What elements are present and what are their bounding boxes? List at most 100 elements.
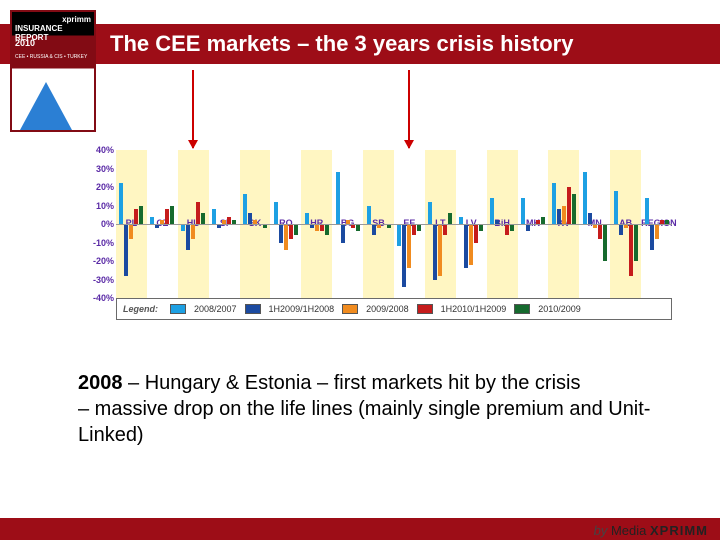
bar — [372, 224, 376, 235]
legend-swatch — [514, 304, 530, 314]
legend-swatch — [245, 304, 261, 314]
bar — [541, 217, 545, 224]
bar — [521, 198, 525, 224]
footer-by: by — [594, 523, 608, 538]
bar — [320, 224, 324, 231]
bar — [134, 209, 138, 224]
bar — [170, 206, 174, 225]
bar — [645, 198, 649, 224]
legend-item-label: 1H2009/1H2008 — [269, 304, 335, 314]
legend-item-label: 2010/2009 — [538, 304, 581, 314]
bar — [583, 172, 587, 224]
bar — [315, 224, 319, 231]
bar — [490, 198, 494, 224]
bar — [598, 224, 602, 239]
thumb-arrow-icon — [20, 82, 72, 130]
bar — [274, 202, 278, 224]
bar — [325, 224, 329, 235]
y-tick-label: -20% — [90, 256, 114, 266]
bar — [505, 224, 509, 235]
y-tick-label: 0% — [90, 219, 114, 229]
bar — [129, 224, 133, 239]
bar — [186, 224, 190, 250]
bar — [572, 194, 576, 224]
legend-swatch — [417, 304, 433, 314]
legend-item-label: 2009/2008 — [366, 304, 409, 314]
bar — [165, 209, 169, 224]
title-bar: The CEE markets – the 3 years crisis his… — [0, 24, 720, 64]
bar — [124, 224, 128, 276]
bar — [119, 183, 123, 224]
y-tick-label: 10% — [90, 201, 114, 211]
bar — [305, 213, 309, 224]
bar — [181, 224, 185, 231]
legend-item-label: 2008/2007 — [194, 304, 237, 314]
bar — [526, 224, 530, 231]
y-tick-label: 30% — [90, 164, 114, 174]
bar — [212, 209, 216, 224]
bar — [150, 217, 154, 224]
chart-legend: Legend: 2008/2007 1H2009/1H2008 2009/2008 1… — [116, 298, 672, 320]
legend-label: Legend: — [123, 304, 158, 314]
bar — [479, 224, 483, 231]
bar — [279, 224, 283, 243]
annotation-arrow — [192, 70, 194, 148]
bar — [397, 224, 401, 246]
y-tick-label: 20% — [90, 182, 114, 192]
bar — [428, 202, 432, 224]
bar — [139, 206, 143, 225]
legend-swatch — [170, 304, 186, 314]
bar — [619, 224, 623, 235]
bar — [510, 224, 514, 231]
bar — [438, 224, 442, 276]
footer-brand: XPRIMM — [650, 523, 708, 538]
bar — [634, 224, 638, 261]
bar — [614, 191, 618, 224]
y-tick-label: -10% — [90, 238, 114, 248]
bar — [552, 183, 556, 224]
legend-item-label: 1H2010/1H2009 — [441, 304, 507, 314]
y-tick-label: 40% — [90, 145, 114, 155]
bar — [294, 224, 298, 235]
bar — [412, 224, 416, 235]
bar — [464, 224, 468, 268]
bar — [284, 224, 288, 250]
thumb-year: 2010 — [15, 38, 35, 48]
bullet-rest2: – massive drop on the life lines (mainly… — [78, 398, 650, 446]
bullet-rest1: – Hungary & Estonia – first markets hit … — [123, 372, 581, 394]
bar — [227, 217, 231, 224]
body-text: 2008 – Hungary & Estonia – first markets… — [78, 370, 660, 448]
y-tick-label: -40% — [90, 293, 114, 303]
bar — [469, 224, 473, 265]
bar — [243, 194, 247, 224]
legend-swatch — [342, 304, 358, 314]
bar — [459, 217, 463, 224]
bar — [201, 213, 205, 224]
bar — [289, 224, 293, 239]
bar — [402, 224, 406, 287]
bar — [367, 206, 371, 225]
bar — [356, 224, 360, 231]
bar — [196, 202, 200, 224]
bullet-year: 2008 — [78, 372, 123, 394]
footer-media: Media — [611, 523, 646, 538]
bar — [557, 209, 561, 224]
bar — [588, 213, 592, 224]
bar — [443, 224, 447, 235]
bar — [474, 224, 478, 243]
bar — [191, 224, 195, 239]
y-tick-label: -30% — [90, 275, 114, 285]
thumb-brand: xprimm — [62, 15, 91, 24]
bar — [655, 224, 659, 239]
bar — [417, 224, 421, 231]
chart-plot-area: PLCZHUSISKROHRBGSBEELTLVBiHMKKVMNABREGIO… — [116, 150, 672, 298]
report-thumbnail: xprimm INSURANCE REPORT 2010 CEE • RUSSI… — [10, 10, 96, 132]
annotation-arrow — [408, 70, 410, 148]
bar — [629, 224, 633, 276]
bar — [567, 187, 571, 224]
page-title: The CEE markets – the 3 years crisis his… — [110, 31, 573, 57]
bar — [407, 224, 411, 268]
bar — [562, 206, 566, 225]
thumb-scope: CEE • RUSSIA & CIS • TURKEY — [15, 54, 87, 60]
zero-line — [116, 224, 672, 225]
